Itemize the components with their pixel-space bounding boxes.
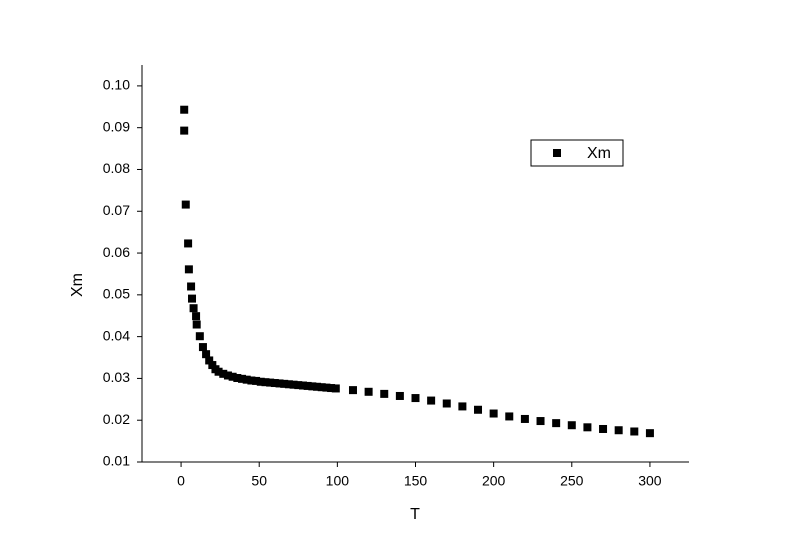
data-point <box>645 429 654 438</box>
x-tick-label: 250 <box>560 473 584 489</box>
x-tick-label: 300 <box>638 473 662 489</box>
y-tick-label: 0.05 <box>103 286 130 302</box>
data-point <box>567 421 576 430</box>
data-point <box>238 374 247 383</box>
y-tick-label: 0.01 <box>103 453 130 469</box>
data-point <box>180 105 189 114</box>
data-point <box>380 389 389 398</box>
y-tick-label: 0.04 <box>103 327 130 343</box>
x-tick-label: 0 <box>177 473 185 489</box>
data-point <box>184 239 193 248</box>
data-point <box>442 399 451 408</box>
y-tick-label: 0.08 <box>103 160 130 176</box>
x-tick-label: 50 <box>251 473 267 489</box>
x-tick-label: 100 <box>326 473 350 489</box>
data-point <box>298 381 307 390</box>
data-point <box>294 381 303 390</box>
legend-box <box>530 139 624 167</box>
data-point <box>364 387 373 396</box>
data-point <box>219 369 228 378</box>
data-point <box>630 427 639 436</box>
data-point <box>256 377 265 386</box>
data-point <box>303 381 312 390</box>
data-point <box>247 376 256 385</box>
data-point <box>489 409 498 418</box>
data-point <box>188 294 197 303</box>
data-point <box>187 282 196 291</box>
data-point <box>214 367 223 376</box>
data-point <box>233 374 242 383</box>
y-tick-label: 0.10 <box>103 77 130 93</box>
data-point <box>599 424 608 433</box>
data-point <box>266 378 275 387</box>
data-point <box>202 350 211 359</box>
data-point <box>284 380 293 389</box>
data-point <box>505 412 514 421</box>
data-point <box>411 394 420 403</box>
data-point <box>317 383 326 392</box>
data-point <box>322 383 331 392</box>
data-point <box>308 382 317 391</box>
legend-marker <box>553 149 561 157</box>
data-point <box>395 391 404 400</box>
data-point <box>192 312 201 321</box>
data-point <box>252 376 261 385</box>
data-point <box>536 417 545 426</box>
data-point <box>474 405 483 414</box>
legend-label: Xm <box>587 145 611 162</box>
data-point <box>289 380 298 389</box>
data-point <box>180 126 189 135</box>
data-point <box>280 379 289 388</box>
data-point <box>184 265 193 274</box>
data-point <box>348 386 357 395</box>
data-point <box>181 200 190 209</box>
data-point <box>192 320 201 329</box>
y-axis-title: Xm <box>69 273 86 297</box>
data-point <box>275 379 284 388</box>
y-tick-label: 0.03 <box>103 369 130 385</box>
y-tick-label: 0.09 <box>103 118 130 134</box>
data-point <box>228 372 237 381</box>
x-tick-label: 200 <box>482 473 506 489</box>
y-tick-label: 0.02 <box>103 411 130 427</box>
data-point <box>261 378 270 387</box>
y-tick-label: 0.07 <box>103 202 130 218</box>
x-tick-label: 150 <box>404 473 428 489</box>
data-point <box>195 332 204 341</box>
data-point <box>242 375 251 384</box>
data-point <box>313 382 322 391</box>
y-tick-label: 0.06 <box>103 244 130 260</box>
data-point <box>331 384 340 393</box>
data-point <box>327 384 336 393</box>
data-point <box>270 379 279 388</box>
data-point <box>552 419 561 428</box>
data-point <box>189 304 198 313</box>
data-point <box>198 343 207 352</box>
data-point <box>427 396 436 405</box>
data-point <box>458 402 467 411</box>
data-point <box>205 356 214 365</box>
data-point <box>208 361 217 370</box>
data-point <box>520 414 529 423</box>
x-axis-title: T <box>410 506 420 523</box>
data-point <box>223 371 232 380</box>
data-point <box>614 426 623 435</box>
data-point <box>583 423 592 432</box>
